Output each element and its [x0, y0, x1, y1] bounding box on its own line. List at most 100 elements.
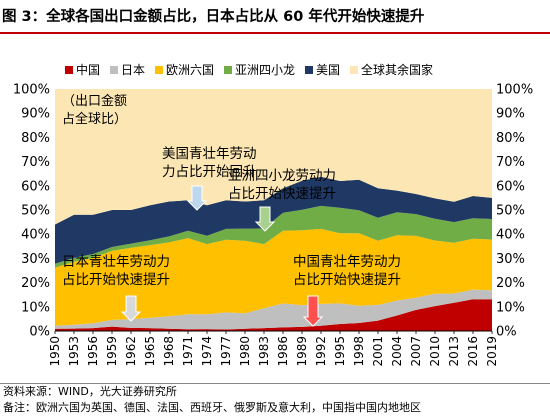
y-axis-left: 0% 10% 20% 30% 40% 50% 60% 70% 80% 90% 100% [13, 83, 50, 340]
annotation-text: 占比开始快速提升 [62, 272, 170, 288]
x-tick-label: 1983 [257, 336, 271, 367]
legend-label: 美国 [316, 63, 340, 77]
x-tick-label: 2013 [447, 336, 461, 367]
x-tick-label: 1953 [67, 336, 81, 367]
annotation-text: 美国青壮年劳动 [162, 146, 257, 162]
legend-label: 中国 [76, 62, 100, 77]
x-tick-label: 1977 [219, 336, 233, 367]
legend-item-0: 中国 [65, 62, 100, 77]
area-series-1 [55, 289, 492, 330]
legend-label: 欧洲六国 [166, 63, 214, 77]
y-tick-label-right: 10% [496, 300, 525, 315]
legend: 中国 日本 欧洲六国 亚洲四小龙 美国 全球其余国家 [65, 62, 433, 77]
legend-label: 全球其余国家 [361, 62, 433, 77]
y-tick-label-left: 10% [21, 300, 50, 315]
legend-swatch [350, 66, 358, 74]
y-tick-label-left: 20% [21, 276, 50, 291]
y-tick-label-left: 60% [21, 179, 50, 194]
annotation-text: 日本青壮年劳动力 [62, 254, 170, 270]
annotation-arrow-icon [186, 185, 208, 211]
x-tick-label: 1965 [143, 336, 157, 367]
x-tick-label: 1962 [124, 336, 138, 367]
x-tick-label: 1968 [162, 336, 176, 367]
y-tick-label-right: 90% [496, 107, 525, 122]
annotation-arrow-icon [120, 295, 142, 322]
legend-swatch [110, 66, 118, 74]
y-tick-label-left: 80% [21, 131, 50, 146]
y-axis-right: 0% 10% 20% 30% 40% 50% 60% 70% 80% 90% 100% [496, 83, 533, 340]
legend-swatch [155, 66, 163, 74]
x-tick-label: 2010 [428, 336, 442, 367]
annotation-arrow-icon [254, 206, 276, 232]
legend-swatch [305, 66, 313, 74]
area-series-3 [55, 205, 492, 268]
area-series-4 [55, 176, 492, 264]
footnote: 备注：欧洲六国为英国、德国、法国、西班牙、俄罗斯及意大利，中国指中国内地地区 [3, 401, 421, 414]
source-note: 资料来源：WIND，光大证券研究所 [3, 385, 177, 398]
legend-label: 日本 [121, 63, 145, 77]
y-tick-label-right: 60% [496, 179, 525, 194]
title-rule [0, 32, 550, 34]
x-tick-label: 1992 [314, 336, 328, 367]
page-title: 图 3：全球各国出口金额占比，日本占比从 60 年代开始快速提升 [2, 9, 425, 25]
y-tick-label-right: 40% [496, 228, 525, 243]
annotations: 美国青壮年劳动力占比开始回升亚洲四小龙劳动力占比开始快速提升日本青壮年劳动力占比… [62, 146, 401, 327]
area-series-group [55, 89, 492, 331]
axis-note-line: 占全球比） [62, 111, 127, 127]
annotation-text: 中国青壮年劳动力 [293, 254, 401, 270]
legend-item-2: 欧洲六国 [155, 63, 214, 77]
area-series-2 [55, 228, 492, 326]
area-chart: 中国 日本 欧洲六国 亚洲四小龙 美国 全球其余国家 0% 10% 20% 30% 40% 50% 6… [13, 62, 533, 367]
y-tick-label-right: 70% [496, 155, 525, 170]
x-tick-label: 1956 [86, 336, 100, 367]
y-tick-label-left: 90% [21, 107, 50, 122]
legend-swatch [224, 66, 232, 74]
legend-item-3: 亚洲四小龙 [224, 63, 295, 77]
x-tick-label: 1971 [181, 336, 195, 367]
area-series-5 [55, 89, 492, 225]
y-tick-label-right: 50% [496, 204, 525, 219]
y-tick-label-right: 100% [496, 83, 533, 98]
y-tick-label-left: 0% [29, 325, 50, 340]
annotation-text: 占比开始快速提升 [293, 272, 401, 288]
x-tick-label: 2019 [485, 336, 499, 367]
y-tick-label-left: 70% [21, 155, 50, 170]
annotation-text: 力占比开始回升 [162, 164, 257, 180]
footer: 资料来源：WIND，光大证券研究所 备注：欧洲六国为英国、德国、法国、西班牙、俄… [3, 384, 548, 416]
legend-item-1: 日本 [110, 63, 145, 77]
legend-label: 亚洲四小龙 [235, 63, 295, 77]
x-tick-label: 1998 [352, 336, 366, 367]
x-tick-label: 1995 [333, 336, 347, 367]
y-tick-label-right: 30% [496, 252, 525, 267]
y-tick-label-right: 0% [496, 325, 517, 340]
annotation-text: 亚洲四小龙劳动力 [228, 168, 336, 184]
y-tick-label-left: 40% [21, 228, 50, 243]
x-axis: 1950 1953 1956 1959 1962 1965 1968 1971 1974 1977… [48, 331, 499, 367]
x-tick-label: 1989 [295, 336, 309, 367]
x-tick-label: 1974 [200, 336, 214, 367]
x-tick-label: 1950 [48, 336, 62, 367]
x-tick-label: 2001 [371, 336, 385, 367]
y-tick-label-right: 80% [496, 131, 525, 146]
footer-rule [0, 383, 550, 384]
x-tick-label: 1959 [105, 336, 119, 367]
y-tick-label-left: 100% [13, 83, 50, 98]
x-tick-label: 1980 [238, 336, 252, 367]
legend-item-5: 全球其余国家 [350, 62, 433, 77]
y-tick-label-left: 30% [21, 252, 50, 267]
x-tick-label: 2007 [409, 336, 423, 367]
x-tick-label: 1986 [276, 336, 290, 367]
x-tick-label: 2004 [390, 336, 404, 367]
y-tick-label-left: 50% [21, 204, 50, 219]
area-series-0 [55, 299, 492, 331]
legend-swatch [65, 66, 73, 74]
y-tick-label-right: 20% [496, 276, 525, 291]
axis-note-line: （出口金额 [62, 93, 127, 109]
legend-item-4: 美国 [305, 63, 340, 77]
